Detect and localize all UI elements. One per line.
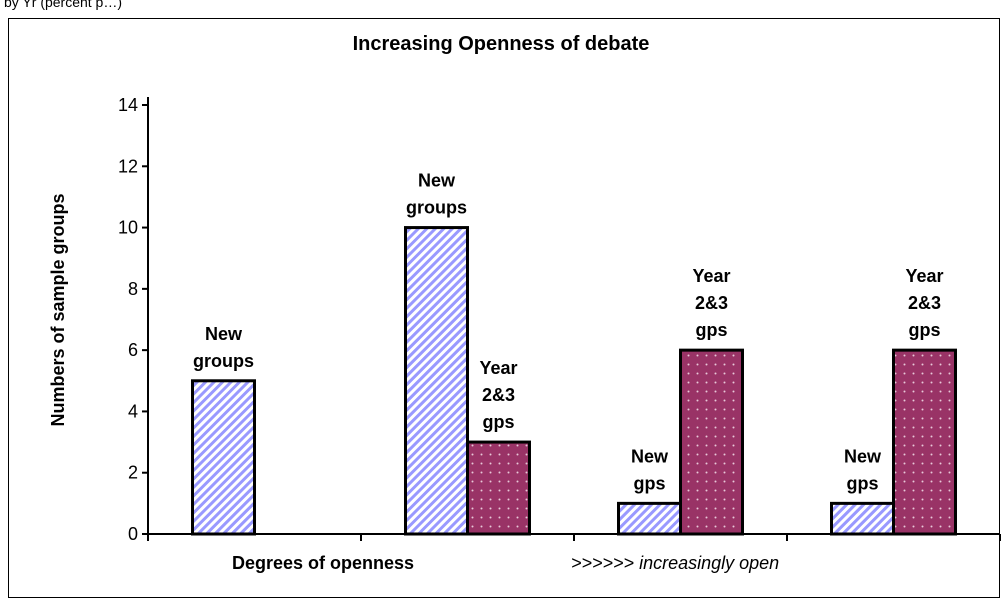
bar-new-4 bbox=[830, 501, 895, 536]
y-tick-label: 8 bbox=[128, 279, 138, 299]
bar-new-2 bbox=[404, 226, 469, 536]
bar-annotation: Year 2&3 gps bbox=[479, 358, 517, 432]
bar-annotation: New groups bbox=[193, 324, 254, 371]
bar-chart: 0 2 4 6 8 10 12 14 New groups New groups Year 2&3 gps… bbox=[48, 95, 1001, 573]
bar-year23-3 bbox=[679, 348, 744, 536]
bar-new-1 bbox=[191, 379, 256, 536]
x-axis-title: Degrees of openness bbox=[232, 553, 414, 573]
bar-annotation: Year 2&3 gps bbox=[905, 266, 943, 340]
bar-annotation: Year 2&3 gps bbox=[692, 266, 730, 340]
y-tick-label: 2 bbox=[128, 463, 138, 483]
y-tick-label: 10 bbox=[118, 218, 138, 238]
bar-annotation: New groups bbox=[406, 171, 467, 218]
y-tick-label: 14 bbox=[118, 95, 138, 115]
y-tick-label: 4 bbox=[128, 401, 138, 421]
bar-year23-4 bbox=[892, 348, 957, 536]
top-note: by Yr (percent p…) bbox=[4, 0, 123, 10]
x-axis-note: >>>>>> increasingly open bbox=[571, 553, 779, 573]
bar-annotation: New gps bbox=[844, 446, 882, 493]
bar-annotation: New gps bbox=[631, 446, 669, 493]
bar-new-3 bbox=[617, 501, 682, 536]
y-tick-label: 6 bbox=[128, 340, 138, 360]
y-tick-label: 12 bbox=[118, 156, 138, 176]
y-tick-label: 0 bbox=[128, 524, 138, 544]
chart-title: Increasing Openness of debate bbox=[352, 33, 650, 55]
bar-year23-2 bbox=[466, 440, 531, 536]
y-axis-title: Numbers of sample groups bbox=[48, 193, 68, 426]
